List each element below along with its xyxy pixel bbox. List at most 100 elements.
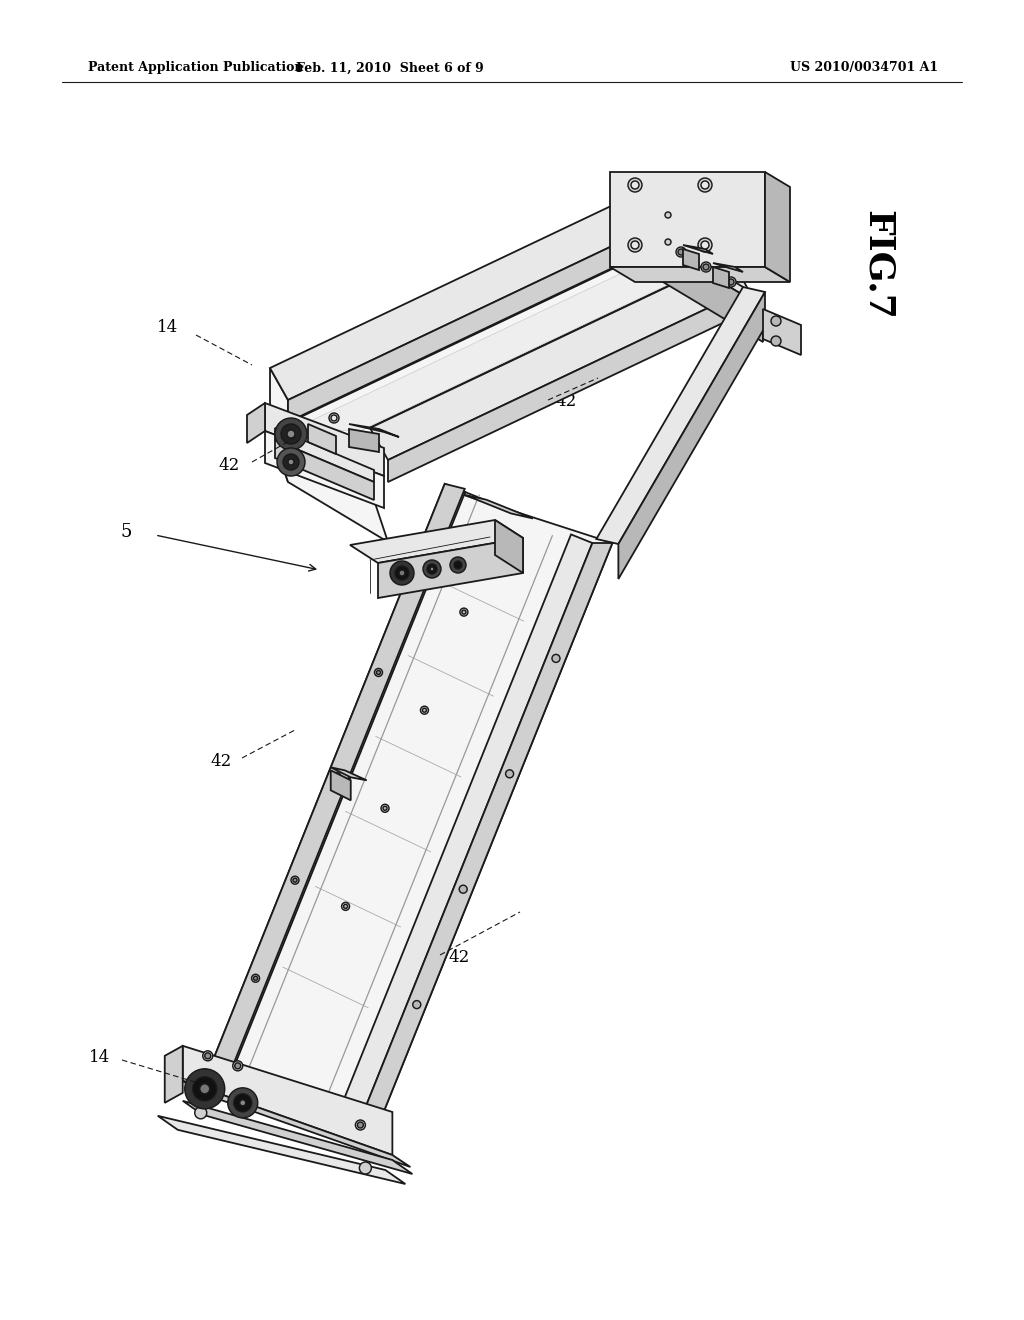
Text: 42: 42	[555, 393, 577, 411]
Circle shape	[362, 436, 368, 441]
Text: 5: 5	[121, 523, 132, 541]
Polygon shape	[419, 548, 455, 561]
Circle shape	[399, 570, 406, 576]
Circle shape	[335, 775, 339, 779]
Circle shape	[678, 249, 684, 255]
Circle shape	[430, 568, 434, 572]
Polygon shape	[378, 539, 523, 598]
Polygon shape	[388, 289, 748, 482]
Circle shape	[333, 772, 341, 780]
Polygon shape	[419, 550, 439, 581]
Polygon shape	[331, 767, 367, 780]
Circle shape	[234, 1063, 241, 1069]
Circle shape	[254, 977, 258, 981]
Polygon shape	[275, 428, 374, 482]
Polygon shape	[683, 249, 699, 271]
Circle shape	[383, 807, 387, 810]
Polygon shape	[370, 257, 748, 459]
Polygon shape	[213, 484, 465, 1069]
Circle shape	[631, 242, 639, 249]
Polygon shape	[233, 492, 566, 1110]
Circle shape	[423, 709, 426, 713]
Circle shape	[701, 261, 711, 272]
Polygon shape	[465, 495, 532, 519]
Polygon shape	[247, 403, 265, 444]
Circle shape	[771, 315, 781, 326]
Polygon shape	[618, 292, 765, 579]
Polygon shape	[165, 1045, 182, 1102]
Polygon shape	[182, 1081, 411, 1167]
Polygon shape	[713, 267, 729, 288]
Circle shape	[355, 1119, 366, 1130]
Polygon shape	[610, 172, 765, 267]
Circle shape	[278, 447, 305, 477]
Circle shape	[331, 414, 337, 421]
Polygon shape	[331, 771, 351, 800]
Circle shape	[293, 878, 297, 882]
Polygon shape	[270, 428, 388, 543]
Polygon shape	[308, 424, 336, 454]
Circle shape	[184, 1069, 224, 1109]
Polygon shape	[290, 251, 728, 428]
Polygon shape	[349, 429, 379, 451]
Polygon shape	[270, 197, 648, 400]
Circle shape	[414, 570, 422, 578]
Polygon shape	[610, 267, 790, 282]
Circle shape	[193, 1077, 217, 1101]
Polygon shape	[265, 403, 384, 477]
Circle shape	[771, 337, 781, 346]
Polygon shape	[349, 424, 399, 437]
Circle shape	[460, 609, 468, 616]
Polygon shape	[288, 228, 648, 422]
Circle shape	[698, 238, 712, 252]
Polygon shape	[350, 520, 523, 564]
Circle shape	[203, 1051, 213, 1061]
Circle shape	[377, 671, 381, 675]
Polygon shape	[360, 543, 612, 1119]
Polygon shape	[265, 432, 384, 508]
Circle shape	[252, 974, 259, 982]
Circle shape	[275, 418, 307, 450]
Circle shape	[283, 454, 299, 470]
Circle shape	[628, 178, 642, 191]
Polygon shape	[643, 227, 763, 308]
Polygon shape	[765, 172, 790, 282]
Polygon shape	[663, 247, 763, 342]
Circle shape	[413, 1001, 421, 1008]
Polygon shape	[182, 1101, 413, 1173]
Text: FIG.7: FIG.7	[861, 210, 895, 319]
Text: Feb. 11, 2010  Sheet 6 of 9: Feb. 11, 2010 Sheet 6 of 9	[296, 62, 484, 74]
Circle shape	[421, 706, 428, 714]
Circle shape	[291, 876, 299, 884]
Circle shape	[665, 239, 671, 246]
Polygon shape	[495, 520, 523, 573]
Circle shape	[233, 1094, 252, 1111]
Circle shape	[631, 181, 639, 189]
Polygon shape	[270, 368, 288, 482]
Circle shape	[728, 279, 734, 285]
Polygon shape	[596, 286, 765, 544]
Circle shape	[628, 238, 642, 252]
Circle shape	[552, 655, 560, 663]
Circle shape	[288, 459, 294, 465]
Text: Patent Application Publication: Patent Application Publication	[88, 62, 303, 74]
Circle shape	[676, 247, 686, 257]
Circle shape	[342, 903, 349, 911]
Circle shape	[360, 433, 370, 444]
Circle shape	[329, 413, 339, 422]
Circle shape	[462, 610, 466, 614]
Circle shape	[701, 242, 709, 249]
Polygon shape	[339, 535, 592, 1119]
Polygon shape	[763, 309, 801, 355]
Circle shape	[359, 1162, 372, 1173]
Polygon shape	[213, 484, 465, 1065]
Circle shape	[423, 560, 441, 578]
Polygon shape	[713, 263, 743, 272]
Circle shape	[726, 277, 736, 286]
Circle shape	[287, 430, 295, 438]
Circle shape	[395, 566, 409, 579]
Circle shape	[375, 668, 383, 676]
Polygon shape	[182, 1045, 392, 1155]
Circle shape	[205, 1053, 211, 1059]
Circle shape	[698, 178, 712, 191]
